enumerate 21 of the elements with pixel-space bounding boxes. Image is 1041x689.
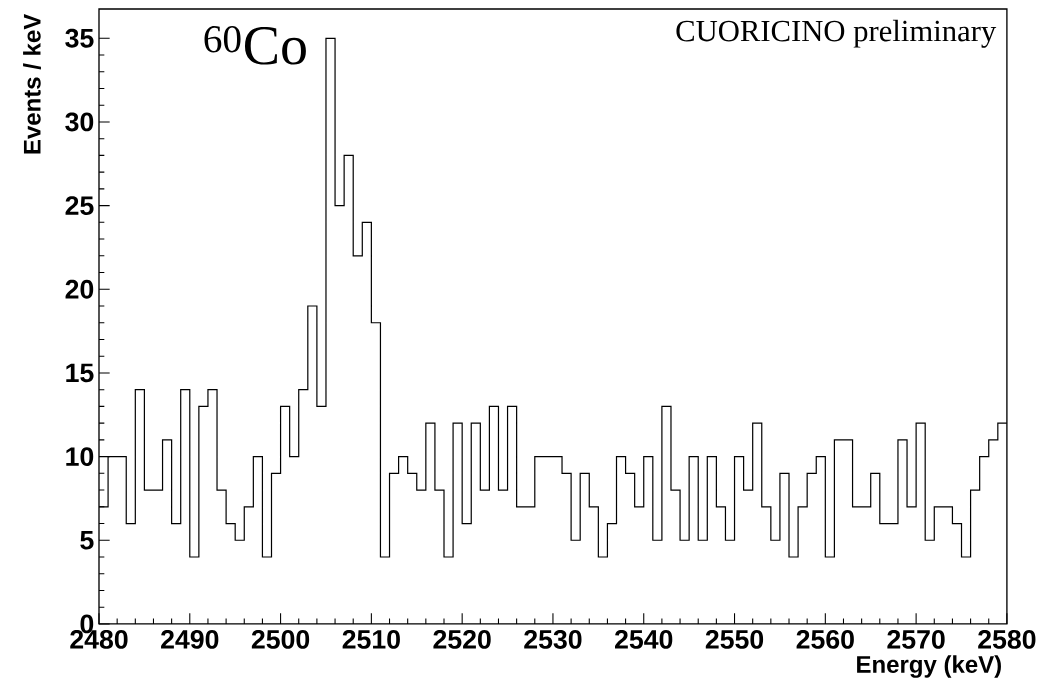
x-tick-label: 2510	[342, 630, 400, 649]
annotation: $^{60}$Co	[204, 25, 306, 65]
x-axis-title: Energy (keV)	[857, 655, 1001, 678]
y-tick-label: 30	[65, 112, 94, 132]
y-tick-label: 10	[66, 447, 94, 467]
y-tick-label: 20	[65, 279, 94, 299]
x-tick-label: 2570	[887, 630, 945, 649]
x-tick-label: 2560	[796, 630, 854, 649]
y-axis-title: Events / keV	[23, 13, 41, 154]
x-tick-label: 2540	[615, 630, 673, 649]
x-tick-label: 2500	[251, 630, 310, 649]
x-tick-label: 2550	[705, 630, 764, 649]
x-tick-label: 2520	[433, 630, 491, 649]
x-tick-label: 2490	[161, 630, 219, 649]
y-tick-label: 35	[65, 28, 94, 48]
y-tick-label: 15	[66, 363, 94, 383]
x-tick-label: 2530	[524, 630, 582, 649]
x-tick-label: 2580	[978, 630, 1036, 649]
y-tick-label: 5	[80, 531, 94, 550]
annotation: CUORICINO preliminary	[676, 19, 997, 48]
y-tick-label: 25	[65, 196, 94, 216]
